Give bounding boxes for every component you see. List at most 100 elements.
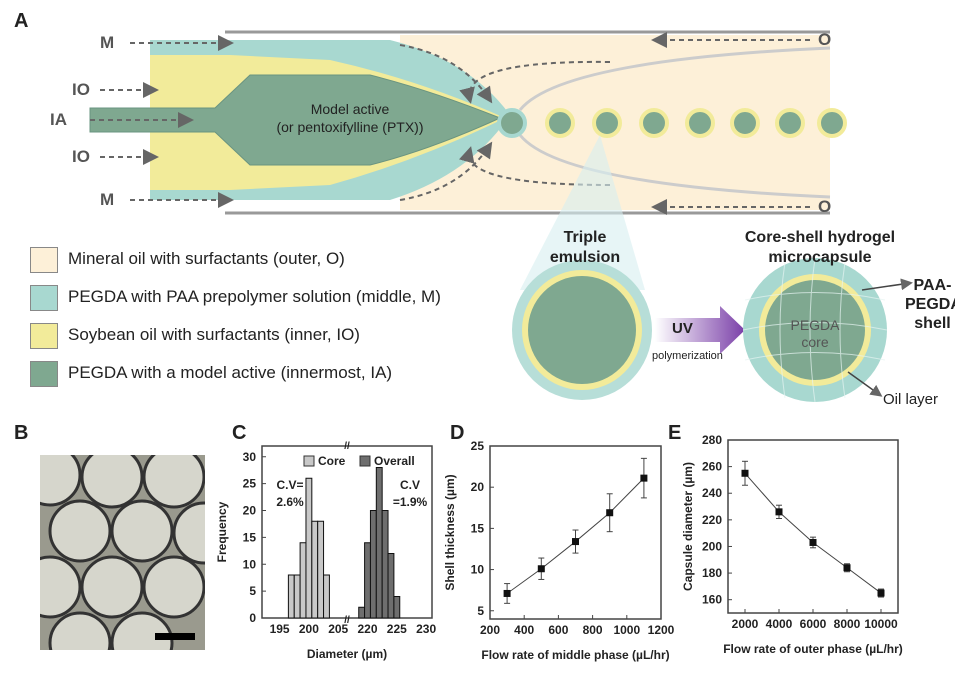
legend-label-middle: PEGDA with PAA prepolymer solution (midd… — [68, 287, 441, 306]
inlet-io-top: IO — [72, 80, 90, 99]
y-tick-label: 5 — [249, 584, 256, 598]
uv-label: UV — [672, 320, 693, 337]
data-point — [503, 589, 511, 597]
shell-line2: PEGDA — [905, 296, 955, 313]
triple-emulsion-zoom — [512, 135, 652, 400]
y-tick-label: 180 — [702, 566, 722, 580]
capsule-title-line1: Core-shell hydrogel — [744, 229, 896, 246]
pegda-core-line2: core — [801, 334, 829, 350]
plot-frame — [489, 445, 662, 620]
x-tick-label: 6000 — [800, 617, 827, 631]
core-label-line2: (or pentoxifylline (PTX)) — [276, 119, 424, 135]
y-tick-label: 10 — [471, 563, 485, 577]
x-tick-label: 220 — [358, 622, 378, 636]
x-tick-label: 4000 — [766, 617, 793, 631]
y-tick-label: 25 — [243, 477, 257, 491]
cv-core-value: 2.6% — [276, 495, 304, 509]
oil-layer-label: Oil layer — [883, 391, 939, 408]
x-tick-label: 200 — [299, 622, 319, 636]
panel-label-c: C — [232, 422, 247, 444]
data-point — [877, 589, 885, 597]
legend-swatch-core — [303, 455, 315, 467]
histogram-bar-overall — [387, 553, 395, 619]
histogram-bar-overall — [369, 510, 377, 619]
core-label-line1: Model active — [310, 101, 390, 117]
y-tick-label: 200 — [702, 539, 722, 553]
legend-label-inner: Soybean oil with surfactants (inner, IO) — [68, 325, 360, 344]
y-axis-label: Frequency — [215, 501, 229, 562]
uv-arrow — [655, 306, 745, 354]
data-point — [809, 538, 817, 546]
legend-swatch-middle — [30, 285, 58, 311]
droplets — [497, 108, 847, 138]
panel-label-d: D — [450, 422, 465, 444]
data-line — [744, 472, 882, 594]
polymerization-label: polymerization — [652, 350, 723, 362]
triple-emulsion-line2: emulsion — [549, 249, 621, 266]
legend-label-overall: Overall — [374, 454, 415, 468]
x-tick-label: 2000 — [732, 617, 759, 631]
y-tick-label: 0 — [249, 611, 256, 625]
x-axis-label: Flow rate of middle phase (µL/hr) — [481, 648, 669, 662]
triple-emulsion-title: Triple emulsion — [540, 228, 630, 268]
inlet-o-top: O — [818, 30, 832, 49]
axis-break-mark: // — [344, 441, 350, 452]
inlet-m-bottom: M — [100, 190, 115, 209]
x-tick-label: 225 — [387, 622, 407, 636]
x-tick-label: 8000 — [834, 617, 861, 631]
cv-overall-value: =1.9% — [393, 495, 428, 509]
data-point — [775, 508, 783, 516]
shell-line3: shell — [914, 315, 951, 332]
histogram-bar-overall — [375, 467, 383, 619]
y-tick-label: 10 — [243, 557, 257, 571]
histogram-bar-core — [323, 574, 330, 619]
histogram-bar-overall — [393, 596, 401, 619]
data-point — [537, 565, 545, 573]
histogram-bar-core — [317, 520, 325, 619]
x-tick-label: 205 — [328, 622, 348, 636]
core-label: Model active (or pentoxifylline (PTX)) — [250, 100, 450, 136]
x-axis-label: Flow rate of outer phase (µL/hr) — [723, 642, 903, 656]
legend-swatch-outer — [30, 247, 58, 273]
data-point — [741, 469, 749, 477]
plot-frame — [261, 445, 433, 619]
y-tick-label: 15 — [471, 521, 485, 535]
histogram-bar-core — [311, 520, 319, 619]
panel-label-e: E — [668, 422, 682, 444]
x-tick-label: 230 — [416, 622, 436, 636]
legend-swatch-innermost — [30, 361, 58, 387]
x-tick-label: 195 — [270, 622, 290, 636]
data-point — [606, 509, 614, 517]
micrograph — [40, 455, 205, 650]
y-tick-label: 220 — [702, 513, 722, 527]
inlet-ia: IA — [50, 110, 67, 129]
y-tick-label: 280 — [702, 433, 722, 447]
legend-label-core: Core — [318, 454, 346, 468]
x-tick-label: 400 — [514, 623, 534, 637]
histogram-bar-core — [299, 542, 307, 619]
capsule-title: Core-shell hydrogel microcapsule — [735, 228, 905, 268]
histogram-bar-core — [305, 477, 313, 619]
panel-label-b: B — [14, 422, 29, 444]
x-tick-label: 1000 — [613, 623, 640, 637]
triple-emulsion-line1: Triple — [563, 229, 607, 246]
inlet-m-top: M — [100, 33, 115, 52]
y-tick-label: 20 — [243, 504, 257, 518]
x-tick-label: 200 — [480, 623, 500, 637]
capsule-title-line2: microcapsule — [768, 249, 872, 266]
histogram-bar-core — [293, 574, 301, 619]
scale-bar — [155, 633, 195, 640]
legend-label-outer: Mineral oil with surfactants (outer, O) — [68, 249, 345, 268]
histogram-bar-overall — [364, 542, 371, 619]
y-axis-label: Shell thickness (µm) — [443, 474, 457, 590]
y-tick-label: 20 — [471, 480, 485, 494]
y-tick-label: 260 — [702, 460, 722, 474]
shell-label: PAA- PEGDA shell — [905, 276, 955, 333]
axis-break-mark: // — [344, 615, 350, 626]
y-tick-label: 5 — [477, 604, 484, 618]
shell-line1: PAA- — [913, 277, 952, 294]
cv-core-label: C.V= — [276, 478, 303, 492]
x-tick-label: 1200 — [648, 623, 675, 637]
